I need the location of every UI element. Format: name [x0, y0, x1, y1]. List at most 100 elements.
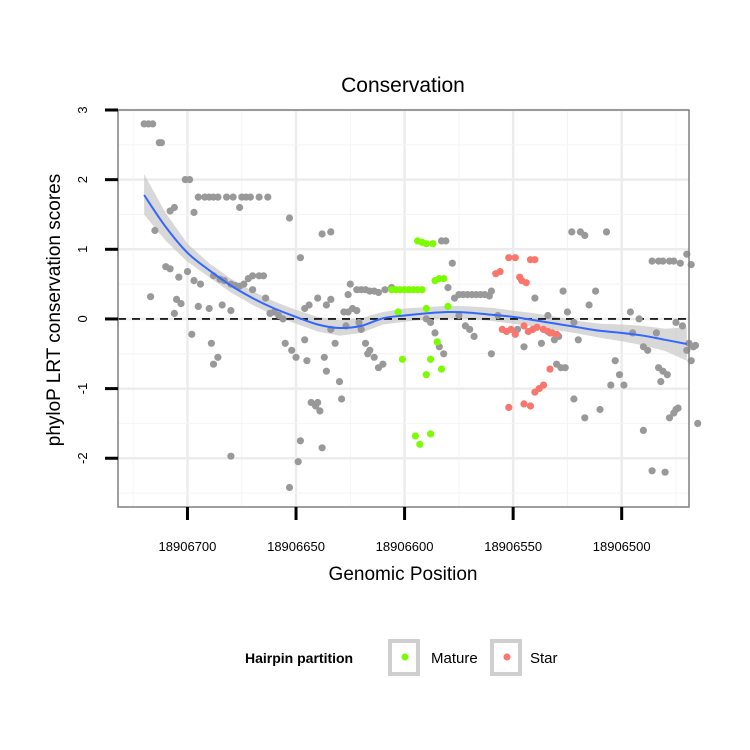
point-star [505, 254, 513, 262]
point-other [196, 280, 205, 288]
point-other [303, 357, 311, 365]
point-other [563, 308, 572, 316]
point-other [249, 272, 257, 280]
point-other [318, 230, 326, 238]
point-other [674, 404, 682, 412]
point-other [661, 468, 669, 476]
point-other [331, 339, 339, 347]
point-other [487, 287, 495, 295]
points [140, 120, 702, 492]
point-mature [394, 308, 402, 316]
point-other [644, 346, 652, 354]
point-other [285, 214, 294, 222]
point-other [285, 483, 294, 492]
y-axis-title: phyloP LRT conservation scores [44, 174, 65, 447]
y-tick-label: 1 [75, 246, 90, 253]
point-other [338, 395, 346, 403]
point-other [561, 364, 569, 372]
point-other [596, 405, 604, 414]
point-other [520, 343, 528, 351]
point-star [553, 330, 561, 338]
point-mature [427, 355, 435, 363]
point-other [218, 301, 226, 309]
point-other [466, 325, 474, 333]
point-star [526, 402, 535, 410]
point-other [374, 288, 383, 297]
point-other [188, 330, 196, 338]
y-tick-label: 0 [75, 315, 90, 322]
point-other [214, 353, 222, 361]
point-mature [422, 304, 430, 313]
point-other [207, 339, 215, 347]
point-other [592, 287, 600, 295]
point-other [648, 257, 656, 265]
point-other [602, 228, 611, 236]
point-other [296, 254, 304, 262]
point-other [448, 259, 456, 267]
point-other [296, 437, 304, 445]
point-star [522, 279, 530, 287]
point-other [314, 398, 322, 407]
point-other [581, 231, 589, 239]
point-other [346, 280, 354, 288]
point-other [648, 467, 656, 475]
x-tick-label: 18906500 [593, 539, 651, 554]
point-other [229, 193, 237, 201]
point-other [381, 286, 389, 294]
point-other [639, 426, 648, 434]
smooth-trend-line [143, 194, 687, 345]
point-other [183, 268, 192, 276]
point-star [531, 256, 539, 264]
point-star [539, 381, 548, 389]
point-other [355, 318, 363, 326]
point-other [559, 287, 567, 295]
point-other [177, 300, 185, 308]
point-other [581, 414, 589, 422]
point-other [194, 302, 202, 310]
point-other [166, 265, 174, 273]
point-other [259, 272, 268, 280]
point-other [574, 336, 582, 344]
legend-item-mature: Mature [388, 639, 478, 676]
point-star [520, 322, 528, 330]
point-other [262, 294, 270, 302]
point-star [496, 268, 504, 276]
point-other [255, 193, 263, 201]
point-other [149, 120, 157, 128]
legend-key-star [503, 653, 511, 661]
x-tick-label: 18906550 [484, 539, 542, 554]
point-mature [398, 355, 406, 363]
point-mature [437, 365, 446, 373]
point-other [659, 257, 667, 265]
point-other [322, 301, 330, 309]
point-other [288, 346, 296, 354]
y-tick-label: 2 [75, 176, 90, 183]
point-other [635, 315, 643, 323]
legend-label-star: Star [530, 650, 558, 667]
point-other [357, 325, 365, 333]
point-other [292, 353, 300, 361]
point-other [431, 329, 439, 337]
point-other [236, 203, 244, 212]
point-other [442, 237, 450, 245]
point-mature [440, 275, 448, 283]
point-other [175, 273, 183, 281]
chart-title: Conservation [341, 74, 465, 97]
legend-label-mature: Mature [431, 650, 478, 667]
point-other [691, 341, 700, 349]
point-star [520, 400, 528, 408]
point-star [511, 254, 519, 262]
x-tick-label: 18906650 [267, 539, 325, 554]
point-other [147, 293, 155, 301]
point-other [322, 367, 330, 375]
point-other [570, 318, 578, 326]
point-other [266, 309, 274, 317]
point-other [611, 357, 619, 365]
point-other [205, 304, 213, 313]
x-axis-title: Genomic Position [329, 564, 478, 585]
point-other [455, 311, 463, 320]
x-tick-label: 18906700 [159, 539, 217, 554]
point-other [327, 228, 335, 236]
point-other [427, 318, 435, 326]
